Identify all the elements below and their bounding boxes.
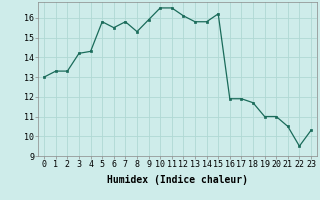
X-axis label: Humidex (Indice chaleur): Humidex (Indice chaleur) xyxy=(107,175,248,185)
